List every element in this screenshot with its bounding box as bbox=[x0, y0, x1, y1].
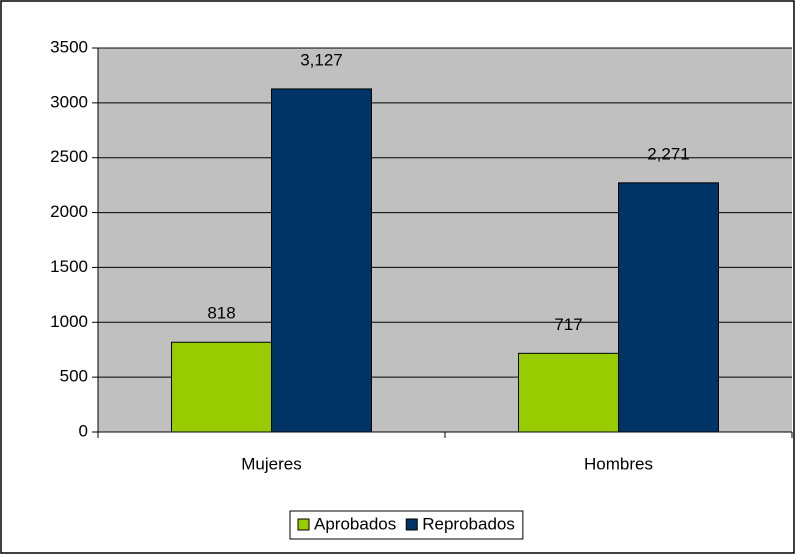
legend-label: Aprobados bbox=[314, 514, 396, 533]
x-tick-label: Hombres bbox=[584, 454, 653, 473]
y-tick-label: 3000 bbox=[50, 92, 88, 111]
y-tick-label: 1000 bbox=[50, 312, 88, 331]
legend-label: Reprobados bbox=[422, 514, 515, 533]
y-tick-label: 3500 bbox=[50, 37, 88, 56]
bar bbox=[271, 88, 372, 433]
data-label: 2,271 bbox=[647, 144, 690, 163]
y-tick-label: 0 bbox=[79, 421, 88, 440]
bar bbox=[171, 341, 272, 433]
y-tick-label: 2500 bbox=[50, 147, 88, 166]
legend-swatch bbox=[297, 518, 310, 531]
y-tick-label: 2000 bbox=[50, 202, 88, 221]
data-label: 818 bbox=[207, 304, 235, 323]
data-label: 3,127 bbox=[300, 50, 343, 69]
y-tick-label: 500 bbox=[60, 367, 88, 386]
data-label: 717 bbox=[554, 315, 582, 334]
legend-swatch bbox=[405, 518, 418, 531]
bar bbox=[618, 182, 719, 433]
x-tick-label: Mujeres bbox=[241, 454, 301, 473]
y-tick-label: 1500 bbox=[50, 257, 88, 276]
bar bbox=[518, 352, 619, 433]
